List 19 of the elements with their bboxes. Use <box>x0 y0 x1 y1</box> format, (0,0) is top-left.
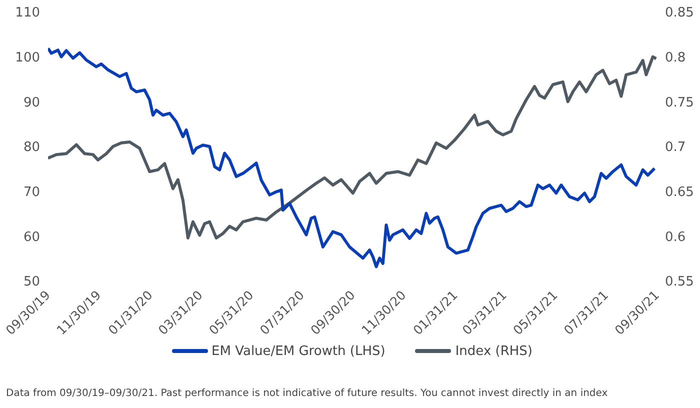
y2-tick-label: 0.55 <box>665 274 694 290</box>
y-tick-label: 100 <box>15 50 40 66</box>
legend-label: EM Value/EM Growth (LHS) <box>212 344 386 358</box>
y-tick-label: 60 <box>23 230 40 245</box>
y2-tick-label: 0.8 <box>665 50 686 66</box>
y2-tick-label: 0.65 <box>665 184 694 200</box>
y-tick-label: 90 <box>23 95 40 110</box>
y-tick-label: 110 <box>15 6 40 21</box>
y2-tick-label: 0.75 <box>665 95 694 110</box>
y2-tick-label: 0.85 <box>665 6 694 21</box>
text: Data from 09/30/19–09/30/21. Past performance is not indicative of future results. You cannot invest directly in an index <box>6 388 608 399</box>
y2-tick-label: 0.6 <box>665 230 686 245</box>
y-tick-label: 80 <box>23 140 40 156</box>
y-tick-label: 50 <box>23 274 40 290</box>
line-series <box>48 55 657 240</box>
line-series <box>48 46 656 268</box>
y-tick-label: 70 <box>23 184 40 200</box>
y2-tick-label: 0.7 <box>665 140 686 156</box>
legend-label: Index (RHS) <box>455 344 532 358</box>
